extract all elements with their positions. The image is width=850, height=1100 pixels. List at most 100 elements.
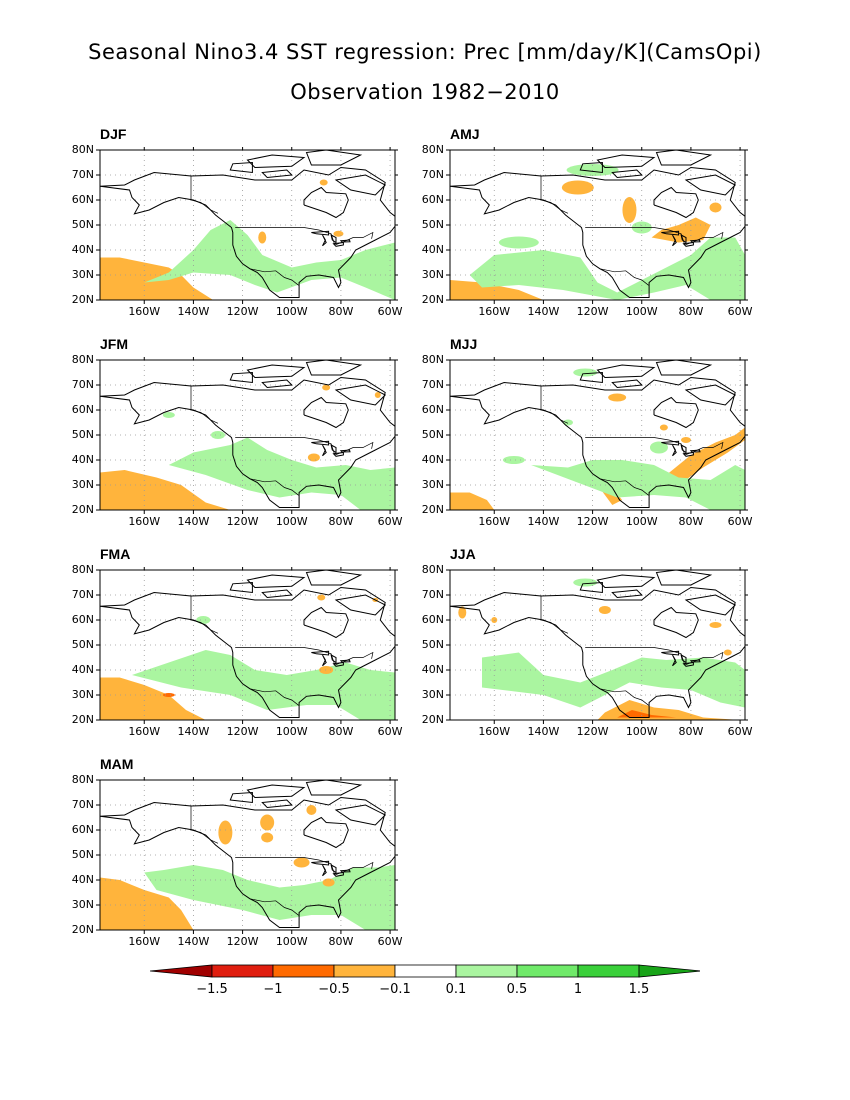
season-label: MAM	[100, 756, 134, 772]
map-panel-jfm: JFM 80N 70N 60N 50N 40N 30N 20N 160W 140W 120W 100…	[55, 336, 415, 560]
gridlines	[100, 570, 395, 720]
gridlines	[100, 780, 395, 930]
lat-tick-label: 70N	[421, 378, 444, 391]
map-svg	[446, 357, 748, 514]
anomaly-region	[666, 427, 745, 485]
anomaly-blob	[258, 231, 267, 244]
lon-tick-label: 140W	[177, 725, 210, 738]
lon-tick-label: 60W	[377, 515, 403, 528]
lat-tick-label: 50N	[421, 218, 444, 231]
lon-tick-label: 60W	[727, 305, 753, 318]
anomaly-layer	[450, 368, 745, 510]
anomaly-blob	[293, 857, 310, 868]
figure-subtitle: Observation 1982−2010	[290, 80, 560, 104]
lon-tick-label: 140W	[177, 935, 210, 948]
anomaly-blob	[218, 820, 233, 845]
lat-tick-label: 70N	[71, 168, 94, 181]
lat-tick-label: 70N	[421, 168, 444, 181]
lon-tick-label: 120W	[576, 305, 609, 318]
anomaly-blob	[196, 616, 211, 624]
coastline	[100, 780, 395, 928]
anomaly-layer	[100, 384, 395, 510]
anomaly-region	[450, 492, 495, 510]
anomaly-blob	[458, 606, 467, 619]
anomaly-blob	[322, 384, 331, 391]
lat-tick-label: 60N	[71, 403, 94, 416]
anomaly-blob	[317, 594, 326, 601]
anomaly-blob	[162, 693, 175, 697]
lat-tick-label: 60N	[421, 613, 444, 626]
anomaly-blob	[211, 431, 225, 439]
anomaly-blob	[307, 453, 320, 462]
lon-tick-label: 60W	[727, 725, 753, 738]
anomaly-blob	[322, 878, 335, 887]
colorbar-segment	[211, 964, 274, 978]
lat-tick-label: 50N	[421, 428, 444, 441]
lat-tick-label: 70N	[71, 798, 94, 811]
lat-tick-label: 20N	[71, 923, 94, 936]
anomaly-blob	[498, 236, 539, 249]
lat-tick-label: 40N	[421, 663, 444, 676]
lon-tick-label: 120W	[226, 725, 259, 738]
season-label: MJJ	[450, 336, 478, 352]
anomaly-blob	[319, 666, 334, 674]
lat-tick-label: 80N	[71, 563, 94, 576]
anomaly-blob	[649, 441, 668, 454]
anomaly-region	[617, 710, 677, 718]
anomaly-blob	[608, 393, 627, 402]
coastline	[450, 150, 745, 298]
anomaly-region	[100, 677, 206, 720]
lat-tick-label: 80N	[421, 353, 444, 366]
anomaly-blob	[622, 197, 637, 223]
lon-tick-label: 80W	[678, 725, 704, 738]
lon-tick-label: 100W	[275, 725, 308, 738]
season-label: DJF	[100, 126, 127, 142]
lat-tick-label: 40N	[421, 243, 444, 256]
colorbar-segment	[455, 964, 518, 978]
colorbar-segment	[394, 964, 457, 978]
colorbar-tick-label: 1.5	[628, 982, 650, 997]
lon-tick-label: 120W	[576, 515, 609, 528]
map-svg	[96, 567, 398, 724]
colorbar-tick-label: −1	[263, 982, 283, 997]
lat-tick-label: 30N	[71, 688, 94, 701]
lon-tick-label: 160W	[128, 305, 161, 318]
lat-tick-label: 40N	[421, 453, 444, 466]
lon-tick-label: 160W	[128, 725, 161, 738]
colorbar-left-arrow	[149, 964, 213, 978]
anomaly-blob	[261, 832, 274, 843]
map-panel-amj: AMJ 80N 70N 60N 50N 40N 30N 20N 160W 140W 120W 100…	[405, 126, 765, 350]
lat-tick-label: 80N	[71, 773, 94, 786]
lon-tick-label: 160W	[478, 725, 511, 738]
lon-tick-label: 80W	[328, 515, 354, 528]
coastline	[100, 360, 395, 508]
anomaly-layer	[450, 164, 745, 300]
lon-tick-label: 60W	[377, 935, 403, 948]
coastline	[450, 360, 745, 508]
lon-tick-label: 160W	[128, 515, 161, 528]
lon-tick-label: 100W	[625, 305, 658, 318]
anomaly-layer	[458, 578, 745, 720]
lat-tick-label: 50N	[71, 428, 94, 441]
lon-tick-label: 60W	[377, 305, 403, 318]
colorbar-right-arrow	[638, 964, 702, 978]
map-panel-djf: DJF 80N 70N 60N 50N 40N 30N 20N 160W 140W 120W 100…	[55, 126, 415, 350]
lat-tick-label: 30N	[421, 688, 444, 701]
anomaly-region	[168, 437, 395, 510]
lat-tick-label: 70N	[71, 378, 94, 391]
map-svg	[96, 147, 398, 304]
colorbar-legend: −1.5 −1 −0.5 −0.1 0.1 0.5 1 1.5	[149, 963, 702, 1003]
lon-tick-label: 120W	[226, 935, 259, 948]
lat-tick-label: 70N	[421, 588, 444, 601]
colorbar-tick-label: 0.1	[445, 982, 467, 997]
anomaly-blob	[709, 202, 722, 213]
anomaly-blob	[598, 606, 611, 614]
lat-tick-label: 80N	[71, 353, 94, 366]
lon-tick-label: 80W	[328, 305, 354, 318]
anomaly-region	[450, 280, 544, 300]
anomaly-region	[482, 652, 745, 708]
lon-tick-label: 120W	[576, 725, 609, 738]
gridlines	[450, 570, 745, 720]
lat-tick-label: 30N	[421, 478, 444, 491]
anomaly-blob	[573, 368, 598, 377]
